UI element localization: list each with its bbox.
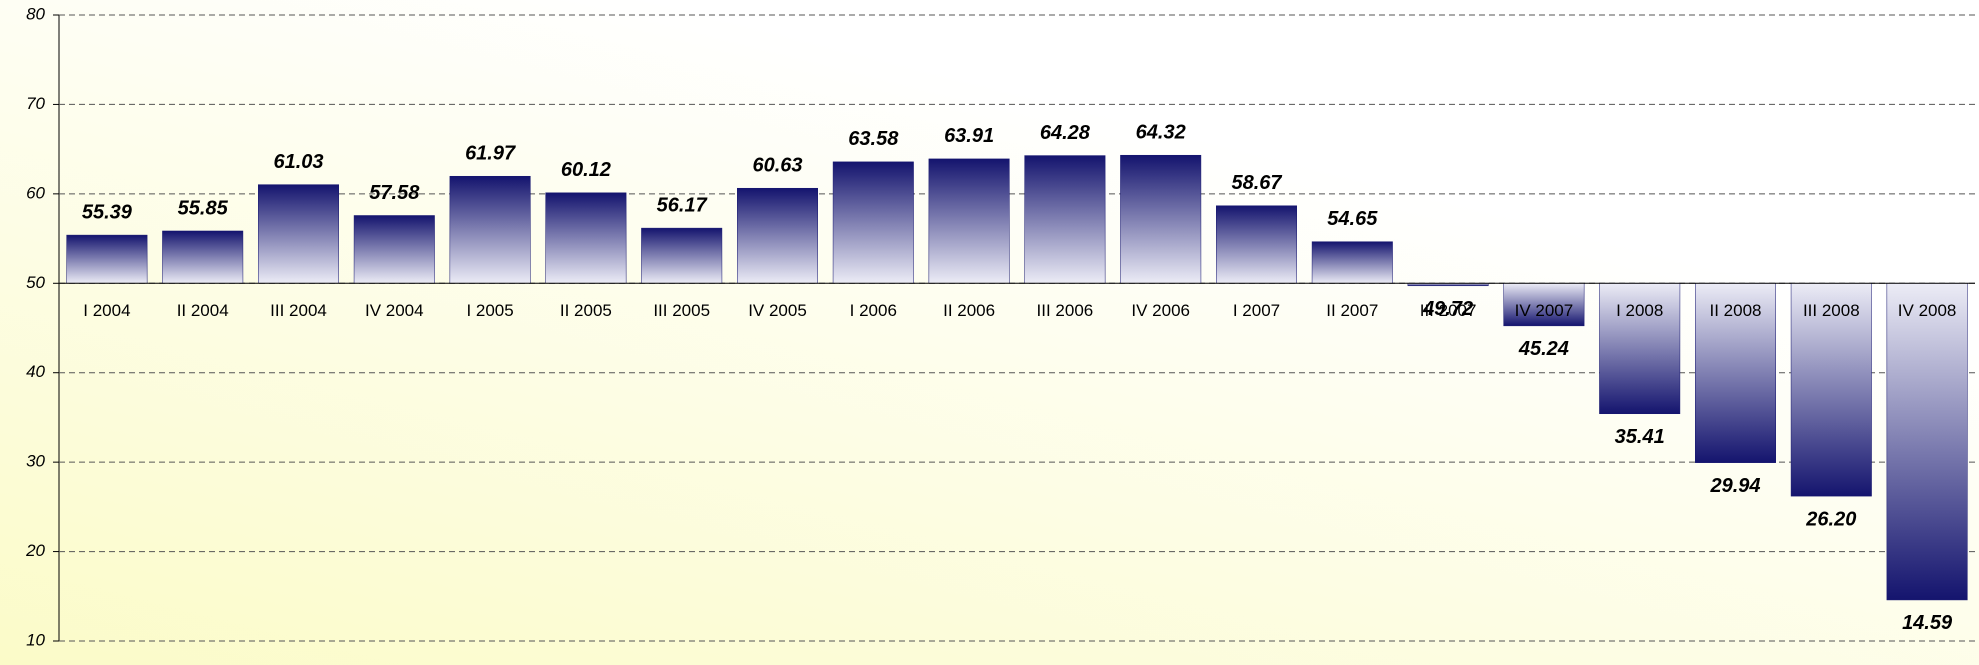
x-tick-label: I 2006 [850,301,897,320]
data-label: 64.28 [1040,122,1091,144]
bar [1216,205,1297,284]
bar [1790,283,1872,497]
data-label: 61.03 [273,151,323,173]
x-tick-label: III 2008 [1803,301,1860,320]
data-label: 54.65 [1327,208,1378,230]
x-tick-label: IV 2007 [1515,301,1574,320]
x-tick-label: II 2007 [1326,301,1378,320]
data-label: 55.85 [178,197,229,219]
bar [641,227,723,284]
x-tick-label: I 2004 [83,301,130,320]
x-tick-label: II 2008 [1710,301,1762,320]
bar [162,230,244,284]
data-label: 63.58 [848,128,899,150]
data-label: 63.91 [944,125,994,147]
bar [449,175,531,284]
x-tick-label: I 2008 [1616,301,1663,320]
data-label: 56.17 [657,194,708,216]
bar [1503,283,1585,327]
x-tick-label: III 2005 [653,301,710,320]
bar [737,187,818,284]
data-label: 64.32 [1136,122,1186,144]
x-tick-label: II 2004 [177,301,229,320]
x-tick-label: I 2007 [1233,301,1280,320]
data-label: 55.39 [82,201,133,223]
bar [545,192,627,284]
data-label: 35.41 [1615,426,1665,448]
x-tick-label: IV 2006 [1131,301,1190,320]
data-label: 60.12 [561,159,611,181]
y-tick-label: 30 [26,452,45,471]
x-tick-label: IV 2005 [748,301,807,320]
x-tick-label: II 2006 [943,301,995,320]
y-tick-label: 20 [25,541,45,560]
y-tick-label: 70 [26,94,45,113]
bar [258,184,339,284]
x-tick-label: I 2005 [466,301,513,320]
data-label: 14.59 [1902,612,1953,634]
bar [928,158,1010,284]
bar [1599,283,1681,415]
data-label: 60.63 [752,155,802,177]
y-tick-label: 50 [26,273,45,292]
y-tick-label: 60 [26,183,45,202]
data-label: 61.97 [465,143,516,165]
bar [832,161,914,284]
data-label: 49.72 [1422,298,1473,320]
data-label: 29.94 [1709,475,1760,497]
x-tick-label: III 2006 [1037,301,1094,320]
y-tick-label: 40 [26,362,45,381]
bar [1024,155,1106,284]
bar [1120,154,1202,284]
x-tick-label: III 2007 [1420,301,1477,320]
x-tick-label: IV 2004 [365,301,424,320]
bar [66,234,148,284]
data-label: 45.24 [1518,338,1569,360]
x-tick-label: II 2005 [560,301,612,320]
bar [353,215,435,284]
bar [1695,283,1776,463]
data-label: 57.58 [369,182,420,204]
y-tick-label: 10 [26,630,45,649]
data-label: 58.67 [1231,172,1282,194]
bar [1311,241,1393,284]
y-tick-label: 80 [26,4,45,23]
bar [1886,283,1968,601]
x-tick-label: IV 2008 [1898,301,1957,320]
x-tick-label: III 2004 [270,301,327,320]
data-label: 26.20 [1805,508,1856,530]
